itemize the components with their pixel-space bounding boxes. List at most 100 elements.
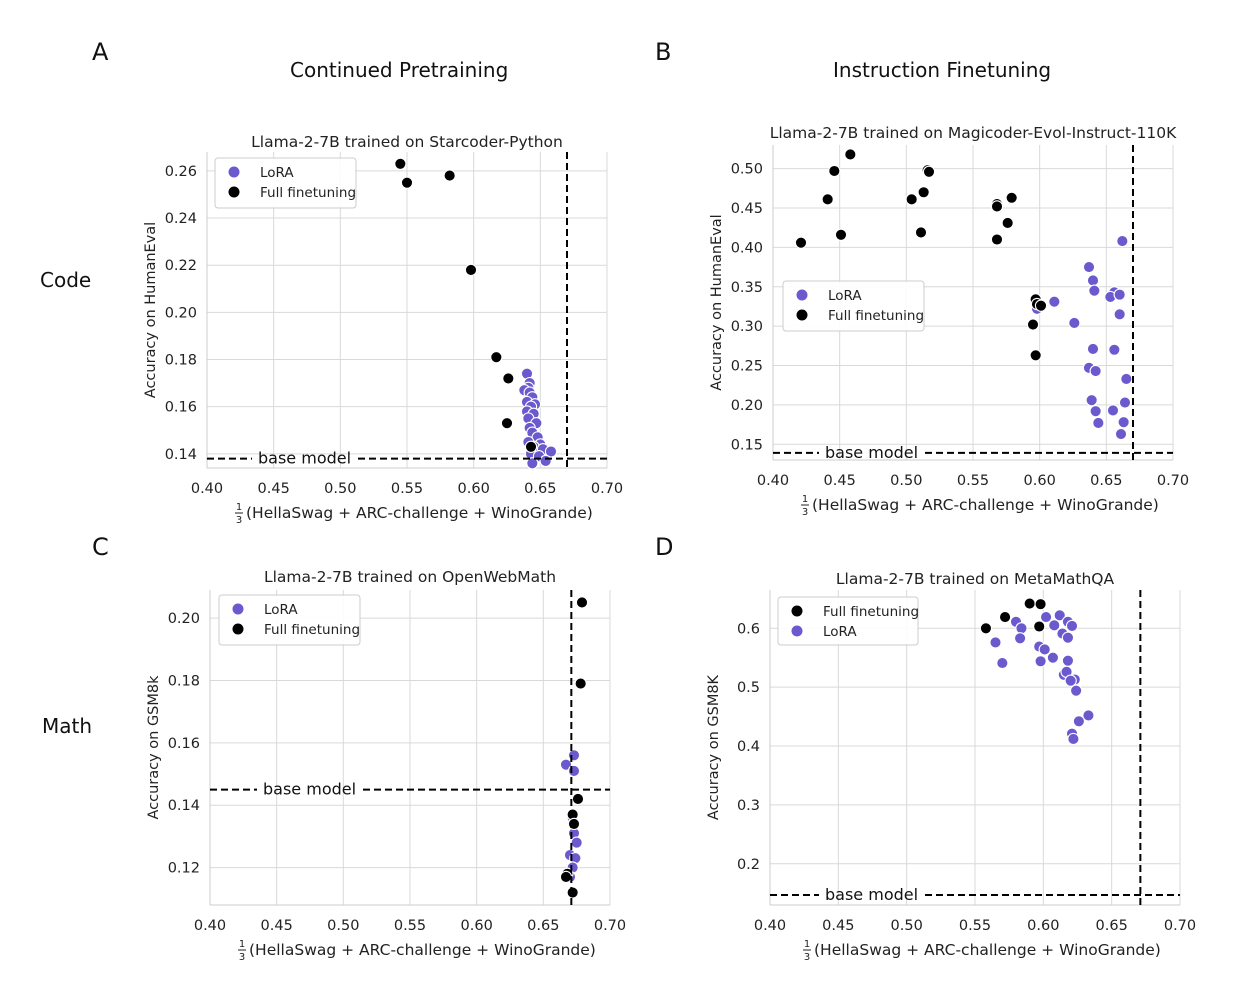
data-point <box>544 445 558 458</box>
chart-title: Llama-2-7B trained on OpenWebMath <box>264 568 556 586</box>
series-lora <box>989 609 1095 746</box>
x-tick-label: 0.65 <box>1096 918 1128 934</box>
row-heading-math: Math <box>42 714 93 738</box>
data-point <box>571 792 585 806</box>
y-tick-label: 0.24 <box>165 211 197 227</box>
legend-label: LoRA <box>828 288 862 304</box>
data-point <box>989 636 1002 649</box>
chart-panel-3: 0.40 0.45 0.50 0.55 0.60 0.65 0.70 0.2 0.3 0.4 0.5… <box>706 570 1196 963</box>
data-point <box>1116 234 1129 248</box>
data-point <box>1082 260 1096 274</box>
y-tick-label: 0.14 <box>168 798 200 814</box>
legend: Full finetuning LoRA <box>777 596 919 646</box>
y-tick-label: 0.25 <box>731 359 763 375</box>
data-point <box>1039 610 1053 624</box>
data-point <box>1089 364 1102 378</box>
y-tick-label: 0.15 <box>731 437 763 453</box>
x-tick-label: 0.60 <box>461 918 493 934</box>
data-point <box>443 169 456 182</box>
legend-marker <box>227 185 241 199</box>
data-point <box>1013 632 1027 645</box>
x-tick-label: 0.50 <box>890 473 922 489</box>
y-tick-label: 0.3 <box>737 798 760 814</box>
data-point <box>1089 405 1102 418</box>
panel-label-b: B <box>655 38 672 66</box>
data-point <box>844 148 857 161</box>
fraction-numerator: 1 <box>804 939 810 950</box>
data-point <box>1034 299 1048 312</box>
legend-marker <box>795 288 809 302</box>
x-tick-label: 0.50 <box>324 481 356 497</box>
legend-marker <box>790 604 804 618</box>
data-point <box>917 186 930 199</box>
x-tick-label: 0.55 <box>959 918 991 934</box>
series-lora <box>1030 234 1133 441</box>
y-tick-label: 0.12 <box>168 861 200 877</box>
x-tick-label: 0.65 <box>527 918 559 934</box>
y-tick-label: 0.35 <box>731 280 763 296</box>
data-point <box>400 176 414 189</box>
data-point <box>567 817 581 831</box>
x-axis-label: (HellaSwag + ARC-challenge + WinoGrande) <box>814 941 1161 959</box>
data-point <box>464 263 478 277</box>
x-tick-label: 0.60 <box>1027 918 1059 934</box>
data-point <box>1113 288 1126 301</box>
y-tick-label: 0.45 <box>731 201 763 217</box>
base-model-label: base model <box>825 885 918 904</box>
y-axis-label: Accuracy on HumanEval <box>709 214 725 390</box>
data-point <box>394 157 407 170</box>
x-tick-label: 0.70 <box>1157 473 1189 489</box>
row-heading-code: Code <box>40 268 92 292</box>
y-tick-label: 0.20 <box>168 611 200 627</box>
y-tick-label: 0.22 <box>165 258 197 274</box>
data-point <box>566 886 579 899</box>
x-axis-label-fraction: 13 <box>801 494 809 518</box>
x-axis-label-fraction: 13 <box>235 502 243 526</box>
x-tick-label: 0.70 <box>1164 918 1196 934</box>
x-axis-label: (HellaSwag + ARC-challenge + WinoGrande) <box>812 496 1159 514</box>
data-point <box>1061 631 1075 644</box>
x-tick-label: 0.40 <box>754 918 786 934</box>
y-tick-label: 0.4 <box>737 739 760 755</box>
data-point <box>559 758 573 771</box>
data-point <box>524 440 538 453</box>
x-tick-label: 0.40 <box>194 918 226 934</box>
data-point <box>1085 393 1098 407</box>
data-point <box>834 228 848 241</box>
data-point <box>821 193 834 206</box>
x-tick-label: 0.40 <box>757 473 789 489</box>
x-tick-label: 0.50 <box>891 918 923 934</box>
data-point <box>922 165 936 178</box>
x-tick-label: 0.45 <box>822 918 854 934</box>
x-tick-label: 0.40 <box>191 481 223 497</box>
legend-marker <box>227 165 241 179</box>
data-point <box>570 836 583 849</box>
x-axis-label: (HellaSwag + ARC-challenge + WinoGrande) <box>246 504 593 522</box>
legend: LoRA Full finetuning <box>214 157 357 209</box>
y-tick-label: 0.30 <box>731 319 763 335</box>
x-tick-label: 0.55 <box>394 918 426 934</box>
data-point <box>1034 655 1047 668</box>
data-point <box>1001 216 1014 230</box>
legend-label: LoRA <box>260 165 294 181</box>
legend-marker <box>231 602 245 616</box>
y-tick-label: 0.5 <box>737 680 760 696</box>
legend-marker <box>790 624 804 638</box>
chart-panel-1: 0.40 0.45 0.50 0.55 0.60 0.65 0.70 0.15 0.20 0.25… <box>709 124 1189 518</box>
data-point <box>905 193 918 206</box>
x-tick-label: 0.60 <box>1024 473 1056 489</box>
y-tick-label: 0.14 <box>165 447 197 463</box>
data-point <box>502 372 515 385</box>
data-point <box>1118 396 1132 409</box>
data-point <box>1061 654 1075 667</box>
legend-box <box>218 594 361 646</box>
y-tick-label: 0.26 <box>165 164 197 180</box>
legend-label: LoRA <box>823 624 857 640</box>
base-model-label: base model <box>263 780 356 799</box>
data-point <box>914 226 928 239</box>
data-point <box>1033 620 1046 633</box>
data-point <box>539 454 552 468</box>
x-tick-label: 0.55 <box>391 481 423 497</box>
legend-marker <box>795 308 809 322</box>
